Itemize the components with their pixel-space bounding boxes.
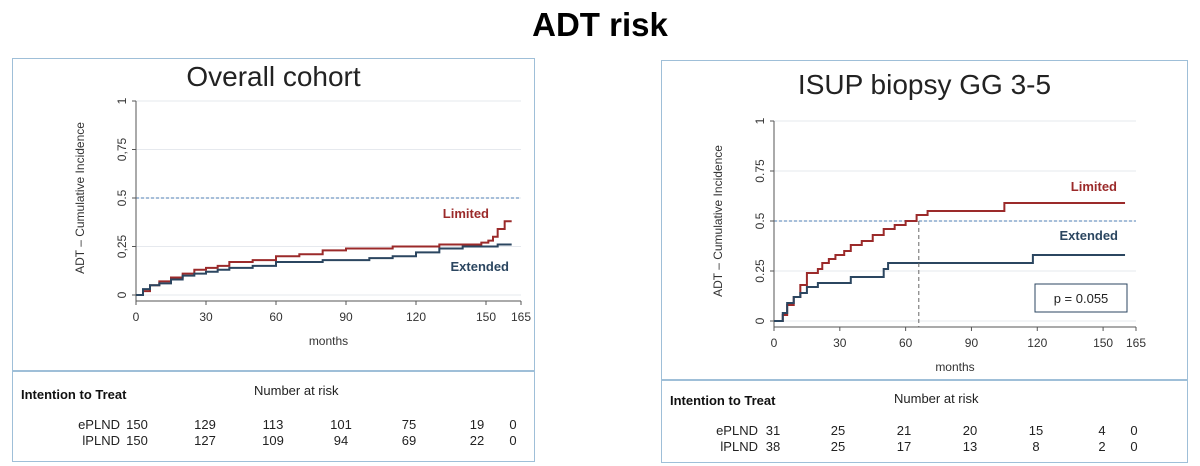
x-axis-label: months [935,360,974,374]
risk-cell: 0 [1130,423,1138,438]
series-label-extended: Extended [450,259,509,274]
x-tick-label: 60 [899,336,913,350]
series-line-extended [136,243,512,296]
risk-cell: 31 [765,423,781,438]
risk-cell: 0 [509,433,517,448]
risk-cell: 21 [896,423,912,438]
risk-table-heading: Intention to Treat [670,393,776,408]
y-tick-label: 0 [753,317,767,324]
y-tick-label: 1 [115,97,129,104]
y-axis-label: ADT – Cumulative Incidence [711,145,725,297]
x-tick-label: 120 [1027,336,1047,350]
risk-cell: 25 [830,439,846,454]
risk-cell: 2 [1098,439,1106,454]
risk-cell: 25 [830,423,846,438]
series-label-limited: Limited [1071,179,1117,194]
x-tick-label: 30 [199,310,213,324]
chart-title: Overall cohort [186,61,361,92]
x-tick-label: 90 [339,310,353,324]
y-axis-label: ADT – Cumulative Incidence [73,122,87,274]
x-tick-label: 165 [1126,336,1146,350]
y-tick-label: 0.5 [753,212,767,229]
risk-table-heading: Intention to Treat [21,387,127,402]
series-line-extended [774,254,1126,322]
risk-cell: 19 [469,417,485,432]
risk-row-label: ePLND [78,417,120,432]
x-tick-label: 150 [1093,336,1113,350]
risk-cell: 0 [509,417,517,432]
risk-row-label: ePLND [716,423,758,438]
x-tick-label: 165 [511,310,531,324]
risk-table-caption: Number at risk [254,383,339,398]
risk-cell: 150 [126,433,148,448]
risk-cell: 8 [1032,439,1040,454]
risk-cell: 109 [262,433,284,448]
risk-cell: 127 [194,433,216,448]
series-label-limited: Limited [443,206,489,221]
risk-row-label: lPLND [720,439,758,454]
overall-cohort-panel: Overall cohort 0 0,25 0.5 0,75 1 0 30 60 90 120 15… [12,58,535,462]
x-axis-label: months [309,334,348,348]
risk-cell: 38 [765,439,781,454]
risk-cell: 101 [330,417,352,432]
overall-cohort-plot: 0 0,25 0.5 0,75 1 0 30 60 90 120 150 165 months ADT –… [73,97,531,348]
risk-cell: 113 [262,417,284,432]
risk-cell: 69 [401,433,417,448]
risk-cell: 0 [1130,439,1138,454]
y-tick-label: 0,25 [115,234,129,258]
x-tick-label: 30 [833,336,847,350]
y-tick-label: 0 [115,291,129,298]
risk-table-divider [13,370,534,372]
isup-panel: ISUP biopsy GG 3-5 0 0.25 0.5 0.75 1 0 30 60 90 1… [661,60,1188,463]
risk-cell: 15 [1028,423,1044,438]
x-tick-label: 120 [406,310,426,324]
risk-table-caption: Number at risk [894,391,979,406]
risk-cell: 75 [401,417,417,432]
y-tick-label: 1 [753,117,767,124]
y-tick-label: 0.75 [753,159,767,183]
x-tick-label: 90 [965,336,979,350]
p-value-annotation: p = 0.055 [1054,291,1109,306]
x-tick-label: 150 [476,310,496,324]
risk-cell: 150 [126,417,148,432]
x-tick-label: 0 [771,336,778,350]
risk-cell: 22 [469,433,485,448]
chart-title: ISUP biopsy GG 3-5 [797,69,1052,100]
x-tick-label: 0 [133,310,140,324]
series-label-extended: Extended [1059,228,1118,243]
risk-cell: 94 [333,433,349,448]
risk-table-divider [662,379,1187,381]
p-value-box [1034,283,1128,313]
isup-plot: 0 0.25 0.5 0.75 1 0 30 60 90 120 150 165 months ADT –… [711,117,1146,374]
x-tick-label: 60 [269,310,283,324]
y-tick-label: 0.25 [753,259,767,283]
risk-row-label: lPLND [82,433,120,448]
risk-cell: 129 [194,417,216,432]
risk-cell: 13 [962,439,978,454]
page-title: ADT risk [532,6,668,43]
risk-cell: 17 [896,439,912,454]
risk-cell: 20 [962,423,978,438]
risk-cell: 4 [1098,423,1106,438]
y-tick-label: 0.5 [115,189,129,206]
y-tick-label: 0,75 [115,137,129,161]
